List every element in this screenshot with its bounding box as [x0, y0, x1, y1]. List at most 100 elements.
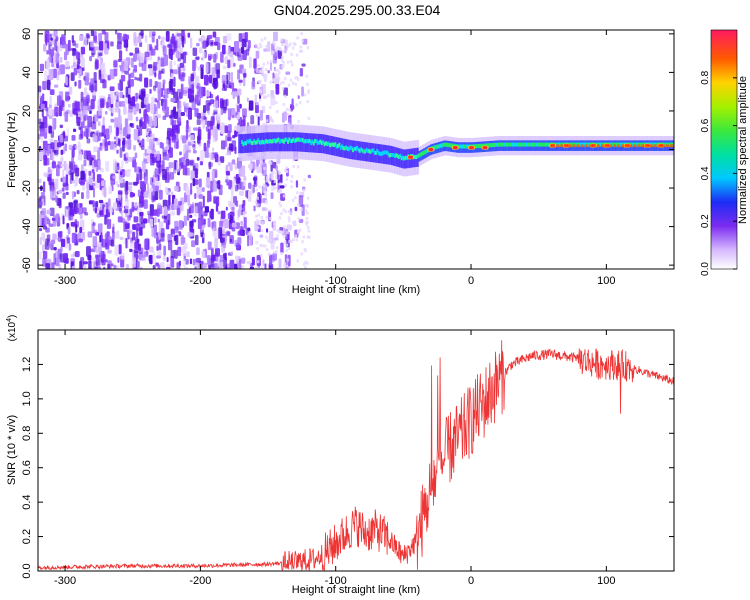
ridge-core	[296, 137, 299, 142]
noise-cell	[78, 203, 83, 215]
ridge-core	[289, 139, 292, 144]
noise-cell	[263, 48, 268, 52]
noise-cell	[133, 181, 138, 186]
noise-cell	[269, 265, 274, 269]
ridge-core	[270, 139, 273, 144]
noise-cell	[48, 115, 53, 120]
noise-cell	[169, 171, 175, 180]
noise-cell	[87, 254, 92, 261]
noise-cell	[256, 226, 260, 230]
noise-cell	[38, 178, 42, 184]
noise-cell	[104, 214, 107, 225]
noise-cell	[170, 210, 176, 216]
noise-cell	[68, 202, 74, 208]
noise-cell	[90, 99, 95, 110]
noise-cell	[136, 173, 140, 185]
noise-cell	[304, 266, 307, 269]
noise-cell	[156, 114, 161, 119]
ridge-core	[380, 152, 383, 157]
noise-cell	[77, 58, 81, 64]
noise-cell	[94, 267, 98, 269]
noise-cell	[215, 81, 219, 88]
noise-cell	[168, 147, 173, 158]
noise-cell	[93, 114, 99, 122]
noise-cell	[256, 166, 262, 173]
noise-cell	[276, 229, 279, 233]
noise-cell	[256, 247, 259, 251]
noise-cell	[196, 157, 200, 161]
noise-cell	[173, 60, 177, 66]
noise-cell	[156, 150, 160, 161]
noise-cell	[290, 240, 293, 244]
noise-cell	[91, 52, 95, 57]
spectrogram-x-tick-label: 100	[597, 275, 615, 287]
noise-cell	[251, 256, 255, 266]
snr-series-line	[38, 340, 674, 571]
noise-cell	[51, 217, 56, 221]
noise-cell	[176, 97, 180, 110]
ridge-core	[446, 142, 449, 147]
noise-cell	[108, 186, 113, 195]
noise-cell	[221, 228, 226, 235]
noise-cell	[134, 152, 138, 159]
noise-cell	[42, 245, 46, 253]
noise-cell	[277, 50, 283, 59]
noise-cell	[168, 162, 174, 169]
ridge-core	[309, 140, 312, 145]
noise-cell	[255, 114, 259, 118]
hotspot-band	[641, 144, 645, 148]
noise-cell	[162, 255, 166, 261]
noise-cell	[136, 238, 140, 243]
snr-y-tick-label: 0.4	[21, 494, 33, 509]
ridge-core	[365, 147, 368, 152]
noise-cell	[180, 135, 183, 139]
noise-cell	[189, 214, 193, 219]
noise-cell	[213, 100, 219, 112]
noise-cell	[127, 126, 131, 135]
noise-cell	[141, 145, 145, 151]
ridge-core	[433, 145, 436, 150]
noise-cell	[68, 170, 72, 176]
noise-cell	[100, 232, 103, 236]
noise-cell	[287, 231, 290, 243]
ridge-band	[277, 132, 280, 152]
noise-cell	[82, 265, 87, 269]
noise-cell	[292, 165, 295, 169]
noise-cell	[94, 254, 100, 259]
noise-cell	[210, 129, 213, 136]
noise-cell	[237, 209, 241, 218]
noise-cell	[203, 218, 206, 225]
noise-cell	[266, 61, 270, 65]
ridge-core	[303, 139, 306, 144]
noise-cell	[46, 209, 51, 215]
ridge-core	[362, 149, 365, 154]
noise-cell	[76, 64, 80, 70]
noise-cell	[305, 74, 309, 78]
noise-cell	[74, 145, 78, 149]
noise-cell	[204, 206, 210, 213]
noise-cell	[259, 45, 263, 49]
noise-cell	[170, 49, 173, 61]
noise-cell	[104, 137, 108, 147]
hotspot-core	[408, 155, 414, 159]
noise-cell	[207, 241, 212, 251]
ridge-core	[297, 137, 300, 142]
ridge-core	[514, 142, 517, 147]
noise-cell	[213, 263, 218, 269]
ridge-core	[350, 146, 353, 151]
ridge-core	[419, 152, 422, 157]
ridge-core	[387, 151, 390, 156]
ridge-core	[523, 142, 526, 147]
noise-cell	[266, 228, 269, 233]
noise-cell	[156, 245, 159, 251]
noise-cell	[270, 95, 276, 106]
noise-cell	[196, 85, 200, 90]
noise-cell	[246, 260, 251, 265]
noise-cell	[191, 101, 196, 110]
snr-panel: -300 -200 -100 0 100 0.0 0.2 0.4 0.6 0.8 1.0 1.2 H…	[6, 315, 675, 596]
noise-cell	[58, 216, 61, 227]
noise-cell	[293, 42, 297, 46]
noise-cell	[189, 232, 194, 237]
noise-cell	[235, 255, 239, 261]
noise-cell	[214, 238, 218, 249]
